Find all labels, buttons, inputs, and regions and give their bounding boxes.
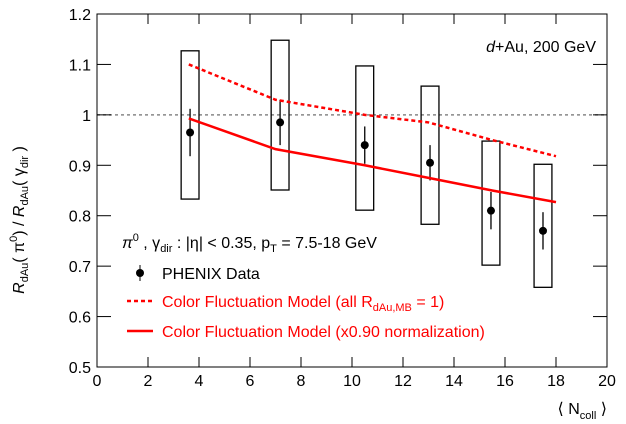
model-line [188, 63, 557, 158]
systematic-box [481, 140, 501, 266]
y-tick-label: 0.7 [69, 259, 91, 276]
x-tick-label: 4 [195, 373, 204, 390]
y-tick-label: 1.2 [69, 7, 91, 24]
x-tick-label: 2 [144, 373, 153, 390]
systematic-box [355, 65, 375, 211]
y-tick-label: 1 [82, 108, 91, 125]
data-point [486, 206, 495, 215]
data-point [360, 141, 369, 150]
plot-area [97, 39, 607, 288]
y-tick-label: 1.1 [69, 57, 91, 74]
legend-marker [136, 269, 144, 277]
data-point [186, 128, 195, 137]
model-line [188, 117, 557, 204]
legend-header: π0 , γdir : |η| < 0.35, pT = 7.5-18 GeV [122, 232, 377, 255]
y-tick-label: 0.8 [69, 209, 91, 226]
y-tick-label: 0.5 [69, 360, 91, 377]
data-point [538, 226, 547, 235]
x-tick-label: 14 [445, 373, 463, 390]
legend-label: PHENIX Data [162, 266, 260, 283]
systematic-box [533, 163, 553, 288]
x-tick-label: 8 [297, 373, 306, 390]
systematic-box [270, 39, 290, 191]
y-tick-label: 0.9 [69, 158, 91, 175]
systematic-box [180, 50, 200, 200]
x-tick-label: 0 [93, 373, 102, 390]
annotation: d+Au, 200 GeV [486, 39, 596, 56]
legend-label: Color Fluctuation Model (x0.90 normaliza… [162, 324, 485, 341]
x-axis-label: ⟨ Ncoll ⟩ [558, 401, 607, 422]
y-tick-label: 0.6 [69, 310, 91, 327]
x-tick-label: 12 [394, 373, 412, 390]
y-axis-label: RdAu( π0) / RdAu( γdir ) [8, 146, 31, 294]
data-point [276, 118, 285, 127]
data-point [426, 158, 435, 167]
x-tick-label: 6 [246, 373, 255, 390]
x-tick-label: 10 [343, 373, 361, 390]
x-tick-label: 16 [496, 373, 514, 390]
x-tick-label: 18 [547, 373, 565, 390]
x-tick-label: 20 [598, 373, 616, 390]
frame [96, 13, 608, 368]
systematic-box [420, 85, 440, 225]
legend-label: Color Fluctuation Model (all RdAu,MB = 1… [162, 294, 444, 314]
